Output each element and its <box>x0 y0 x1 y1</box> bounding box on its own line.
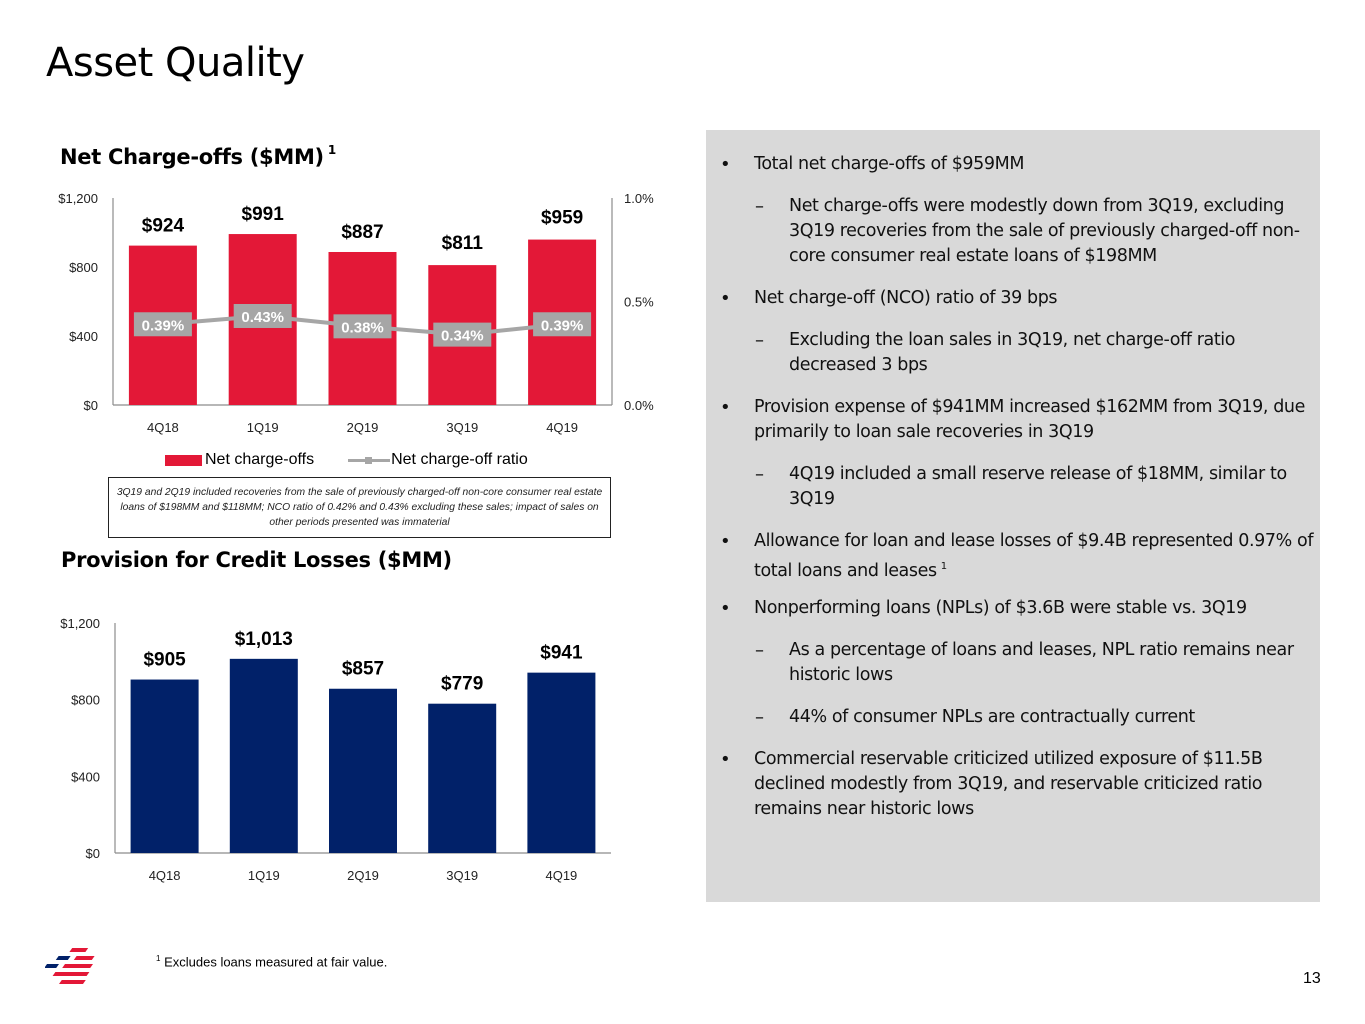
bar-4q19 <box>527 672 596 853</box>
x-tick-label: 3Q19 <box>446 420 478 435</box>
bullet-dot-icon: • <box>720 749 731 770</box>
bar-value-label: $991 <box>242 204 285 225</box>
bullet-text: Nonperforming loans (NPLs) of $3.6B were… <box>754 598 1247 618</box>
ratio-label-box <box>333 314 392 339</box>
y-tick-label: $800 <box>71 693 100 708</box>
bullet-text: Provision expense of $941MM increased $1… <box>754 397 1305 442</box>
y-tick-label: $0 <box>84 398 98 413</box>
ratio-label-box <box>533 312 592 337</box>
dash-icon: – <box>755 330 764 351</box>
ratio-label-box <box>233 303 292 328</box>
bullet-dot-icon: • <box>720 598 731 619</box>
bullet-text: Allowance for loan and lease losses of $… <box>754 531 1314 581</box>
bullet-text: 44% of consumer NPLs are contractually c… <box>789 707 1195 727</box>
y2-tick-label: 1.0% <box>624 191 654 206</box>
sub-bullet-item: – As a percentage of loans and leases, NP… <box>755 638 1314 688</box>
bar-value-label: $857 <box>342 659 384 680</box>
provision-chart-title: Provision for Credit Losses ($MM) <box>61 548 452 572</box>
bullet-text: Excluding the loan sales in 3Q19, net ch… <box>789 330 1236 375</box>
ratio-data-label: 0.39% <box>541 317 584 334</box>
bar-1q19 <box>229 658 298 853</box>
sub-bullet-item: – Excluding the loan sales in 3Q19, net c… <box>755 328 1314 378</box>
bullet-text: 4Q19 included a small reserve release of… <box>789 464 1287 509</box>
x-tick-label: 4Q18 <box>147 420 179 435</box>
legend-swatch-nco-ratio <box>348 456 391 464</box>
bullet-dot-icon: • <box>720 531 731 552</box>
bar-value-label: $959 <box>541 208 583 229</box>
sub-bullet-item: – Net charge-offs were modestly down from… <box>755 194 1314 269</box>
y-tick-label: $1,200 <box>60 616 100 631</box>
dash-icon: – <box>755 640 764 661</box>
bar-value-label: $905 <box>143 650 186 671</box>
x-tick-label: 1Q19 <box>248 868 280 883</box>
bullet-dot-icon: • <box>720 288 731 309</box>
sub-bullet-item: – 4Q19 included a small reserve release o… <box>755 462 1314 512</box>
y2-tick-label: 0.5% <box>624 295 654 310</box>
x-tick-label: 3Q19 <box>446 868 478 883</box>
bar-value-label: $924 <box>142 216 185 237</box>
ratio-data-label: 0.34% <box>441 328 484 345</box>
legend-label-net-charge-offs: Net charge-offs <box>205 451 315 468</box>
bullet-item: • Commercial reservable criticized utiliz… <box>720 747 1314 822</box>
bullet-text: Net charge-off (NCO) ratio of 39 bps <box>754 288 1058 308</box>
bullet-text: As a percentage of loans and leases, NPL… <box>789 640 1294 685</box>
dash-icon: – <box>755 707 764 728</box>
ratio-data-label: 0.39% <box>142 317 185 334</box>
y-tick-label: $1,200 <box>58 191 98 206</box>
nco-chart-title-text: Net Charge-offs ($MM) <box>60 145 324 169</box>
bullet-text: Net charge-offs were modestly down from … <box>789 196 1300 266</box>
sub-bullet-item: – 44% of consumer NPLs are contractually … <box>755 705 1314 730</box>
x-tick-label: 1Q19 <box>247 420 279 435</box>
nco-annotation-text: 3Q19 and 2Q19 included recoveries from t… <box>116 487 603 528</box>
ratio-label-box <box>133 312 192 337</box>
commentary-panel <box>706 130 1320 902</box>
bullet-text: Total net charge-offs of $959MM <box>754 154 1025 174</box>
x-tick-label: 2Q19 <box>347 420 379 435</box>
x-tick-label: 4Q19 <box>546 420 578 435</box>
ratio-data-label: 0.43% <box>241 309 284 326</box>
bullet-footnote-marker: 1 <box>940 561 947 572</box>
bullet-item: • Provision expense of $941MM increased $… <box>720 395 1314 445</box>
page-title: Asset Quality <box>46 40 305 86</box>
nco-chart-title: Net Charge-offs ($MM) 1 <box>60 143 336 169</box>
y2-tick-label: 0.0% <box>624 398 654 413</box>
footnote-marker: 1 <box>156 954 161 963</box>
ratio-data-label: 0.38% <box>341 319 384 336</box>
x-tick-label: 2Q19 <box>347 868 379 883</box>
legend-swatch-net-charge-offs <box>165 454 202 466</box>
bar-2q19 <box>329 688 397 853</box>
bullet-item: • Nonperforming loans (NPLs) of $3.6B wer… <box>720 596 1314 621</box>
x-tick-label: 4Q19 <box>545 868 577 883</box>
bullet-item: • Total net charge-offs of $959MM <box>720 152 1314 177</box>
bar-value-label: $941 <box>540 643 583 664</box>
bullet-item: • Net charge-off (NCO) ratio of 39 bps <box>720 286 1314 311</box>
bullet-dot-icon: • <box>720 154 731 175</box>
dash-icon: – <box>755 464 764 485</box>
y-tick-label: $800 <box>69 260 98 275</box>
bullet-dot-icon: • <box>720 397 731 418</box>
nco-chart-legend: Net charge-offs Net charge-off ratio <box>165 451 528 469</box>
ratio-label-box <box>433 322 492 347</box>
page-number: 13 <box>1303 970 1321 987</box>
legend-label-nco-ratio: Net charge-off ratio <box>391 451 528 468</box>
footnote-text: Excludes loans measured at fair value. <box>164 954 388 970</box>
bullet-item: • Allowance for loan and lease losses of … <box>720 529 1314 584</box>
bar-4q18 <box>130 679 199 853</box>
y-tick-label: $400 <box>69 329 98 344</box>
nco-title-footnote-marker: 1 <box>327 143 336 157</box>
net-charge-offs-chart: $0 $400 $800 $1,200 $924 4Q18 $991 1Q19 $887 2Q19… <box>58 191 654 435</box>
x-tick-label: 4Q18 <box>149 868 181 883</box>
y-tick-label: $400 <box>71 769 100 784</box>
footnote: 1 Excludes loans measured at fair value. <box>156 954 387 969</box>
bar-value-label: $779 <box>441 674 483 695</box>
bar-value-label: $887 <box>341 222 383 243</box>
bar-3q19 <box>428 703 497 853</box>
nco-annotation-box: 3Q19 and 2Q19 included recoveries from t… <box>108 477 611 538</box>
bullet-text: Commercial reservable criticized utilize… <box>754 749 1263 819</box>
bar-value-label: $811 <box>442 233 484 254</box>
dash-icon: – <box>755 196 764 217</box>
bar-value-label: $1,013 <box>235 629 293 650</box>
bank-logo-icon <box>45 948 95 984</box>
y-tick-label: $0 <box>86 846 100 861</box>
